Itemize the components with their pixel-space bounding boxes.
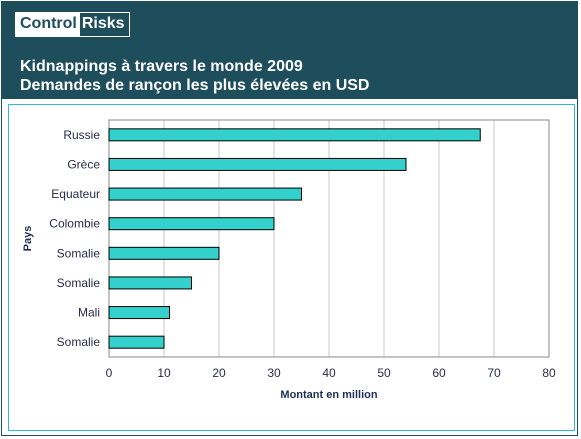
category-label: Grèce xyxy=(67,157,100,171)
title-line-1: Kidnappings à travers le monde 2009 xyxy=(20,58,303,75)
category-label: Colombie xyxy=(49,217,100,231)
y-axis-label: Pays xyxy=(22,226,34,252)
bar xyxy=(108,276,192,290)
bar xyxy=(108,157,407,171)
category-label: Mali xyxy=(78,306,100,320)
category-label: Equateur xyxy=(51,187,100,201)
title-line-2: Demandes de rançon les plus élevées en U… xyxy=(20,77,370,94)
category-label: Russie xyxy=(63,128,100,142)
x-tick-label: 70 xyxy=(487,366,501,380)
header-banner: Control Risks Kidnappings à travers le m… xyxy=(2,2,577,99)
category-label: Somalie xyxy=(57,246,101,260)
x-tick-label: 10 xyxy=(157,366,171,380)
bars xyxy=(108,128,481,349)
bar xyxy=(108,217,275,231)
bar xyxy=(108,187,302,201)
category-label: Somalie xyxy=(57,335,101,349)
x-tick-label: 30 xyxy=(267,366,281,380)
bar xyxy=(108,128,481,142)
x-tick-label: 20 xyxy=(212,366,226,380)
logo-part-control: Control xyxy=(16,13,80,36)
control-risks-logo: Control Risks xyxy=(15,12,130,37)
x-tick-label: 40 xyxy=(322,366,336,380)
x-tick-label: 60 xyxy=(432,366,446,380)
x-axis-label: Montant en million xyxy=(280,389,377,401)
chart-title: Kidnappings à travers le monde 2009 Dema… xyxy=(20,57,369,95)
x-tick-label: 0 xyxy=(106,366,113,380)
x-tick-label: 50 xyxy=(377,366,391,380)
bar xyxy=(108,246,220,260)
x-tick-label: 80 xyxy=(542,366,556,380)
bar xyxy=(108,335,165,349)
gridlines xyxy=(108,120,550,357)
bar xyxy=(108,306,170,320)
category-labels: Russie Grèce Equateur Colombie Somalie Somali… xyxy=(49,128,100,349)
category-label: Somalie xyxy=(57,276,101,290)
logo-part-risks: Risks xyxy=(81,15,125,32)
plot-border xyxy=(108,119,550,358)
x-tick-labels: 0 10 20 30 40 50 60 70 80 xyxy=(106,366,556,380)
